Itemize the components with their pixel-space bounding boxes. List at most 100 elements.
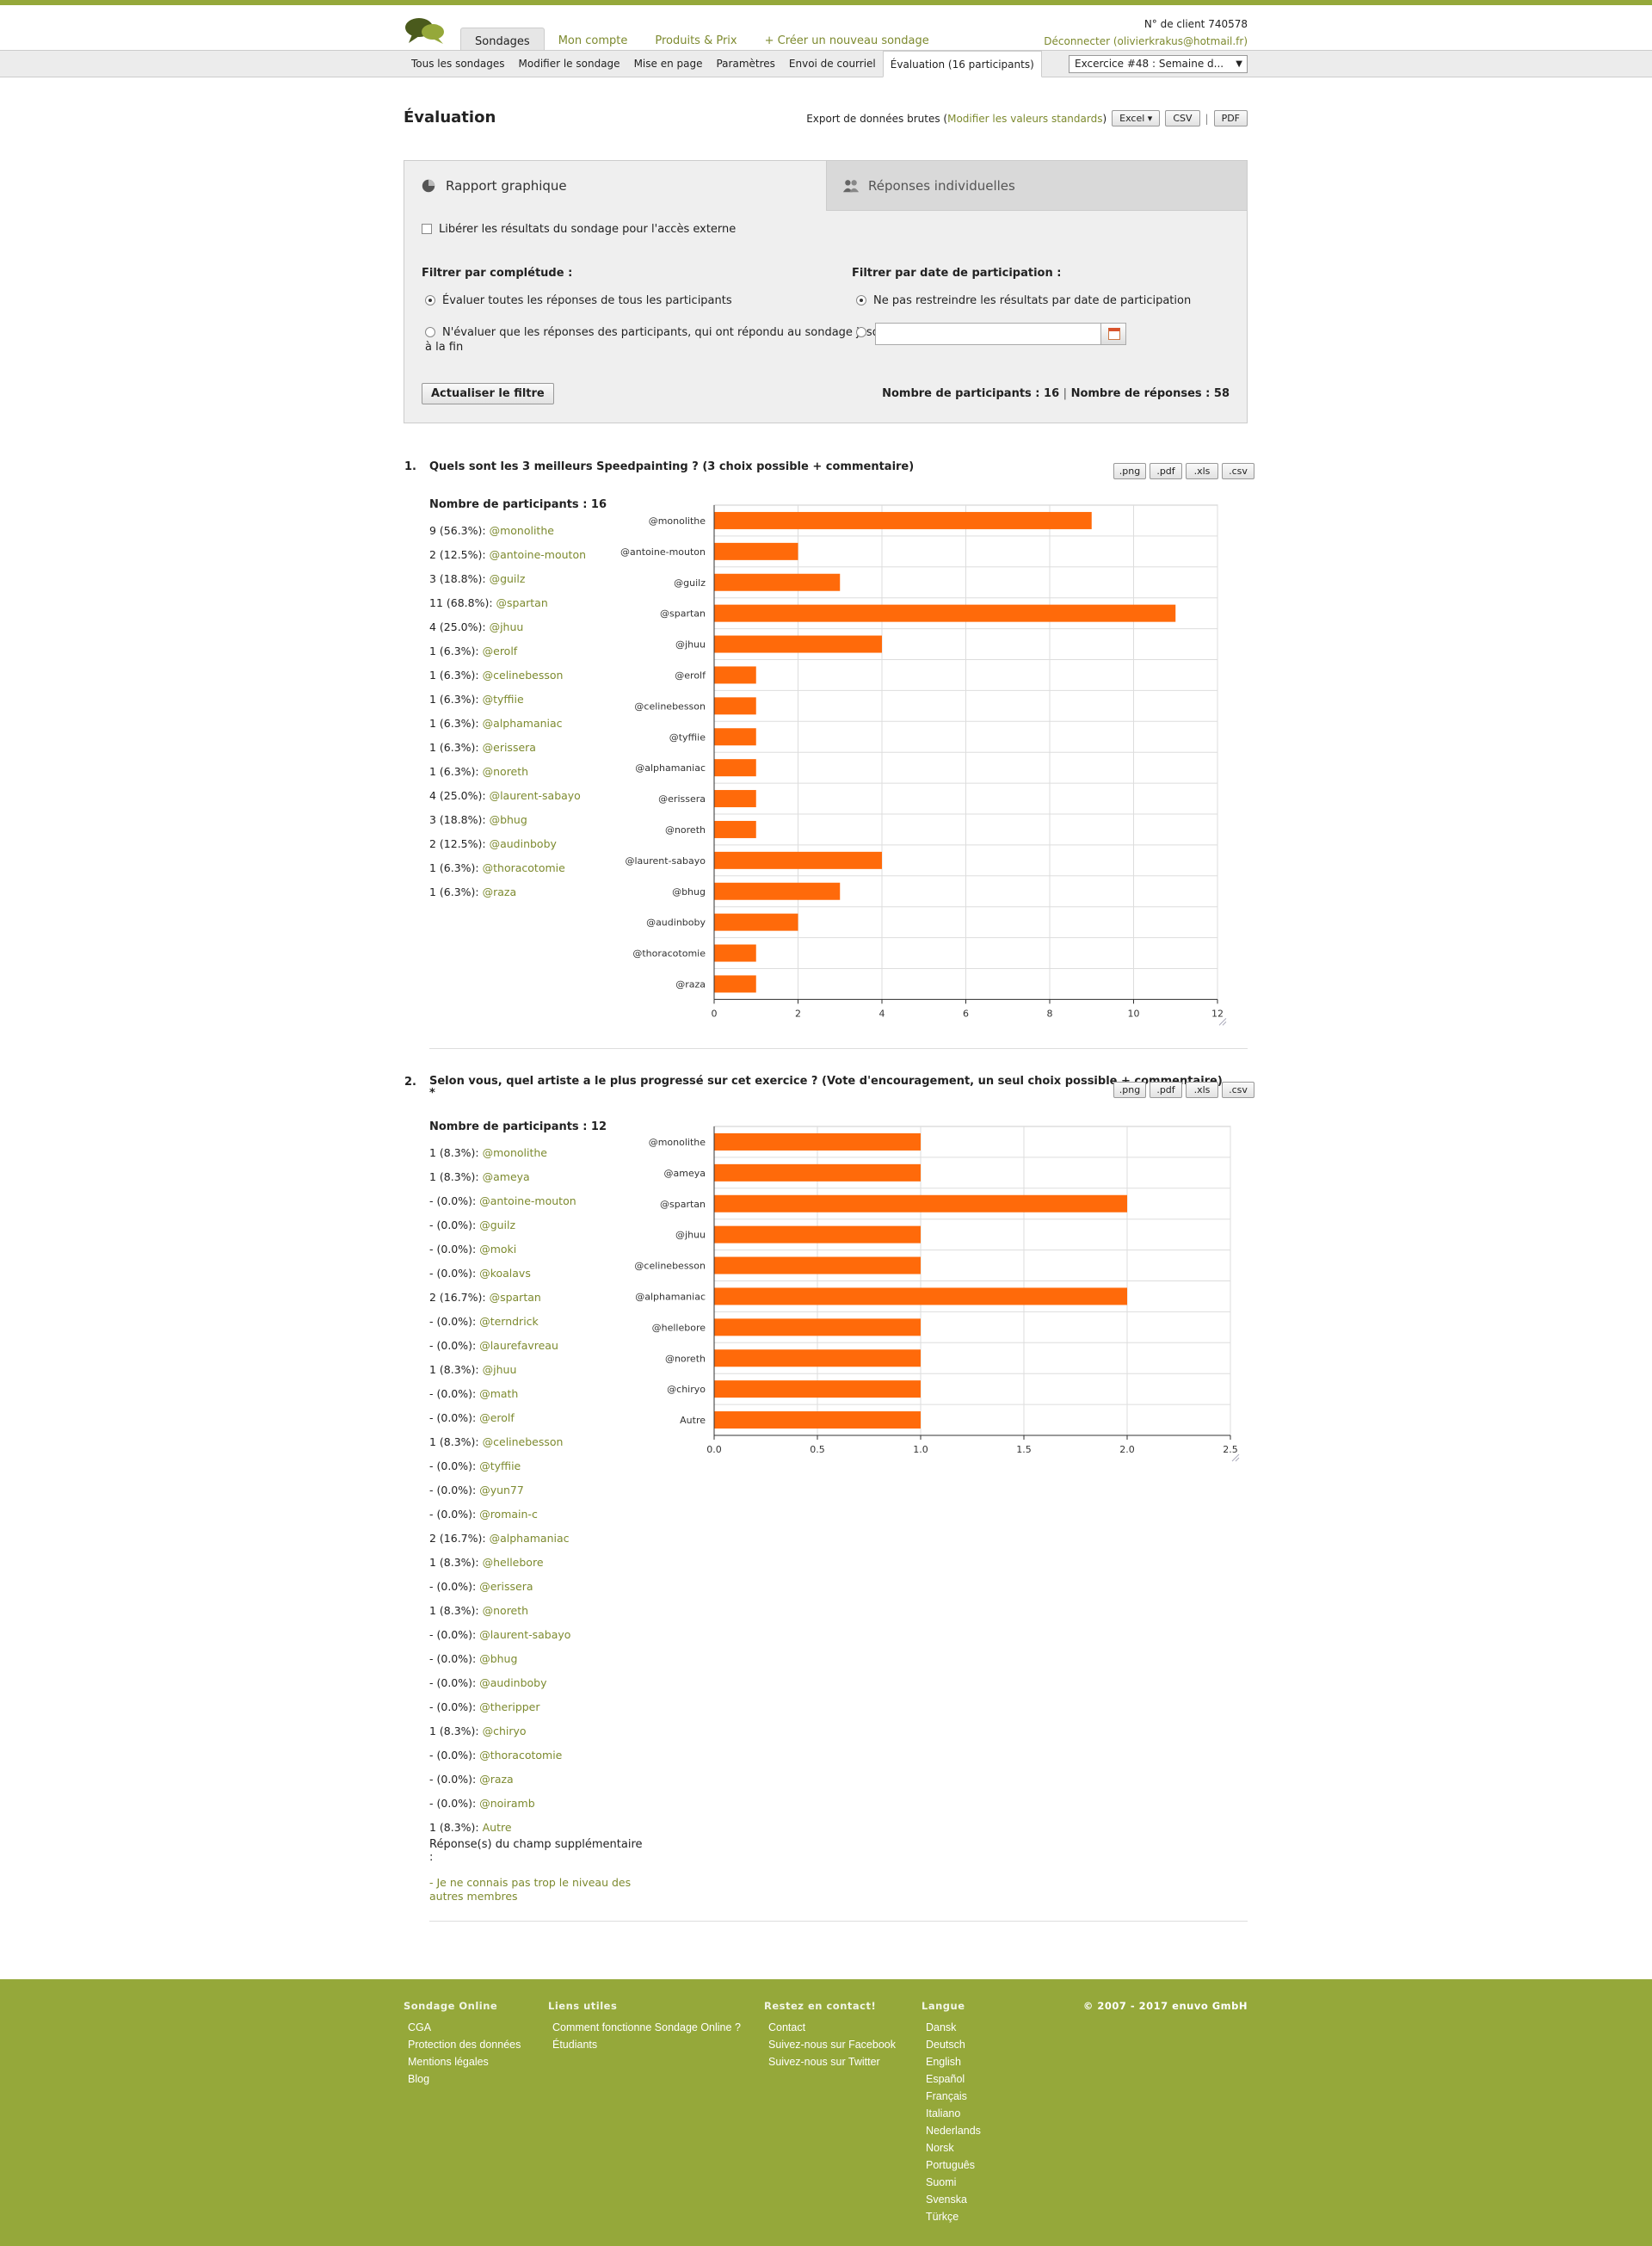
radio-dot-icon[interactable]	[856, 295, 866, 305]
stat-option-link[interactable]: @alphamaniac	[482, 717, 563, 730]
nav-mon-compte[interactable]: Mon compte	[558, 34, 628, 47]
logout-link[interactable]: Déconnecter	[1044, 35, 1111, 47]
footer-link[interactable]: Protection des données	[408, 2039, 521, 2051]
resize-grip-icon[interactable]	[1218, 1018, 1227, 1026]
stat-option-link[interactable]: @yun77	[479, 1484, 524, 1496]
stat-option-link[interactable]: @terndrick	[479, 1315, 539, 1328]
footer-link[interactable]: Suivez-nous sur Twitter	[768, 2056, 880, 2068]
footer-link[interactable]: Mentions légales	[408, 2056, 489, 2068]
stat-option-link[interactable]: @noiramb	[479, 1797, 535, 1810]
checkbox-box[interactable]	[422, 224, 432, 234]
stat-option-link[interactable]: @jhuu	[489, 620, 524, 633]
stat-option-link[interactable]: @thoracotomie	[479, 1749, 563, 1762]
footer-link[interactable]: Deutsch	[926, 2039, 965, 2051]
nav-produits-prix[interactable]: Produits & Prix	[655, 34, 737, 47]
tab-graphical-report[interactable]: Rapport graphique	[404, 161, 826, 211]
stat-option-link[interactable]: @hellebore	[482, 1556, 544, 1569]
footer-link[interactable]: Dansk	[926, 2021, 957, 2033]
stat-option-link[interactable]: @guilz	[479, 1219, 516, 1231]
calendar-button[interactable]	[1100, 323, 1126, 345]
footer-link[interactable]: Svenska	[926, 2194, 967, 2206]
stat-option-link[interactable]: @erissera	[482, 741, 536, 754]
radio-no-date[interactable]: Ne pas restreindre les résultats par dat…	[856, 294, 1191, 307]
stat-option-link[interactable]: @raza	[479, 1773, 514, 1786]
stat-option-link[interactable]: @math	[479, 1387, 519, 1400]
release-results-checkbox[interactable]: Libérer les résultats du sondage pour l'…	[422, 223, 736, 236]
export-png-button[interactable]: .png	[1113, 463, 1146, 479]
footer-link[interactable]: Suivez-nous sur Facebook	[768, 2039, 896, 2051]
stat-option-link[interactable]: @spartan	[496, 596, 548, 609]
logo-icon[interactable]	[404, 15, 447, 46]
footer-link[interactable]: Blog	[408, 2073, 430, 2085]
stat-option-link[interactable]: @guilz	[489, 572, 526, 585]
edit-defaults-link[interactable]: Modifier les valeurs standards	[947, 112, 1103, 125]
date-input[interactable]	[875, 323, 1102, 345]
stat-option-link[interactable]: @koalavs	[479, 1267, 531, 1280]
stat-option-link[interactable]: @erolf	[479, 1411, 515, 1424]
export-pdf-button[interactable]: .pdf	[1150, 463, 1182, 479]
stat-option-link[interactable]: @thoracotomie	[482, 861, 565, 874]
stat-option-link[interactable]: @alphamaniac	[489, 1532, 570, 1545]
stat-option-link[interactable]: @celinebesson	[482, 669, 564, 682]
stat-option-link[interactable]: @ameya	[482, 1170, 530, 1183]
export-csv-button[interactable]: .csv	[1222, 463, 1254, 479]
radio-all-responses[interactable]: Évaluer toutes les réponses de tous les …	[425, 294, 732, 307]
stat-option-link[interactable]: @chiryo	[482, 1725, 527, 1737]
footer-link[interactable]: Español	[926, 2073, 965, 2085]
stat-option-link[interactable]: @celinebesson	[482, 1435, 564, 1448]
subnav-edit-survey[interactable]: Modifier le sondage	[518, 58, 620, 70]
nav-create-survey[interactable]: + Créer un nouveau sondage	[764, 34, 929, 47]
subnav-evaluation[interactable]: Évaluation (16 participants)	[882, 51, 1042, 77]
stat-option-link[interactable]: @laurefavreau	[479, 1339, 558, 1352]
stat-option-link[interactable]: @tyffiie	[479, 1459, 521, 1472]
stat-option-link[interactable]: @spartan	[489, 1291, 541, 1304]
subnav-all-surveys[interactable]: Tous les sondages	[411, 58, 505, 70]
stat-option-link[interactable]: @monolithe	[489, 524, 554, 537]
subnav-layout[interactable]: Mise en page	[633, 58, 703, 70]
stat-option-link[interactable]: @theripper	[479, 1700, 540, 1713]
resize-grip-icon[interactable]	[1231, 1453, 1240, 1462]
footer-link[interactable]: Étudiants	[552, 2039, 598, 2051]
stat-option-link[interactable]: @laurent-sabayo	[479, 1628, 571, 1641]
stat-option-link[interactable]: @audinboby	[479, 1676, 547, 1689]
export-excel-button[interactable]: Excel ▾	[1112, 110, 1161, 126]
export-xls-button[interactable]: .xls	[1186, 463, 1218, 479]
radio-complete-only[interactable]: N'évaluer que les réponses des participa…	[425, 325, 890, 355]
footer-link[interactable]: Norsk	[926, 2142, 954, 2154]
export-xls-button[interactable]: .xls	[1186, 1082, 1218, 1098]
stat-option-link[interactable]: @monolithe	[482, 1146, 547, 1159]
footer-link[interactable]: CGA	[408, 2021, 432, 2033]
radio-dot-icon[interactable]	[425, 295, 435, 305]
footer-link[interactable]: English	[926, 2056, 961, 2068]
stat-option-link[interactable]: Autre	[482, 1821, 512, 1834]
stat-option-link[interactable]: @moki	[479, 1243, 517, 1256]
stat-option-link[interactable]: @romain-c	[479, 1508, 538, 1521]
subnav-email[interactable]: Envoi de courriel	[788, 58, 876, 70]
footer-link[interactable]: Italiano	[926, 2107, 961, 2120]
stat-option-link[interactable]: @noreth	[482, 765, 529, 778]
stat-option-link[interactable]: @tyffiie	[482, 693, 524, 706]
tab-individual-responses[interactable]: Réponses individuelles	[826, 161, 1247, 211]
stat-option-link[interactable]: @noreth	[482, 1604, 529, 1617]
radio-dot-icon[interactable]	[425, 327, 435, 337]
stat-option-link[interactable]: @bhug	[479, 1652, 518, 1665]
stat-option-link[interactable]: @antoine-mouton	[479, 1194, 576, 1207]
export-csv-button[interactable]: .csv	[1222, 1082, 1254, 1098]
stat-option-link[interactable]: @antoine-mouton	[489, 548, 587, 561]
radio-dot-icon[interactable]	[856, 327, 866, 337]
export-png-button[interactable]: .png	[1113, 1082, 1146, 1098]
export-csv-button[interactable]: CSV	[1165, 110, 1200, 126]
stat-option-link[interactable]: @jhuu	[482, 1363, 517, 1376]
export-pdf-button[interactable]: .pdf	[1150, 1082, 1182, 1098]
stat-option-link[interactable]: @erissera	[479, 1580, 533, 1593]
subnav-settings[interactable]: Paramètres	[716, 58, 775, 70]
footer-link[interactable]: Français	[926, 2090, 967, 2102]
footer-link[interactable]: Contact	[768, 2021, 806, 2033]
update-filter-button[interactable]: Actualiser le filtre	[422, 383, 554, 404]
stat-option-link[interactable]: @raza	[482, 885, 517, 898]
stat-option-link[interactable]: @bhug	[489, 813, 527, 826]
radio-date-range[interactable]	[856, 326, 873, 339]
export-pdf-button[interactable]: PDF	[1213, 110, 1248, 126]
footer-link[interactable]: Nederlands	[926, 2125, 981, 2137]
footer-link[interactable]: Comment fonctionne Sondage Online ?	[552, 2021, 741, 2033]
